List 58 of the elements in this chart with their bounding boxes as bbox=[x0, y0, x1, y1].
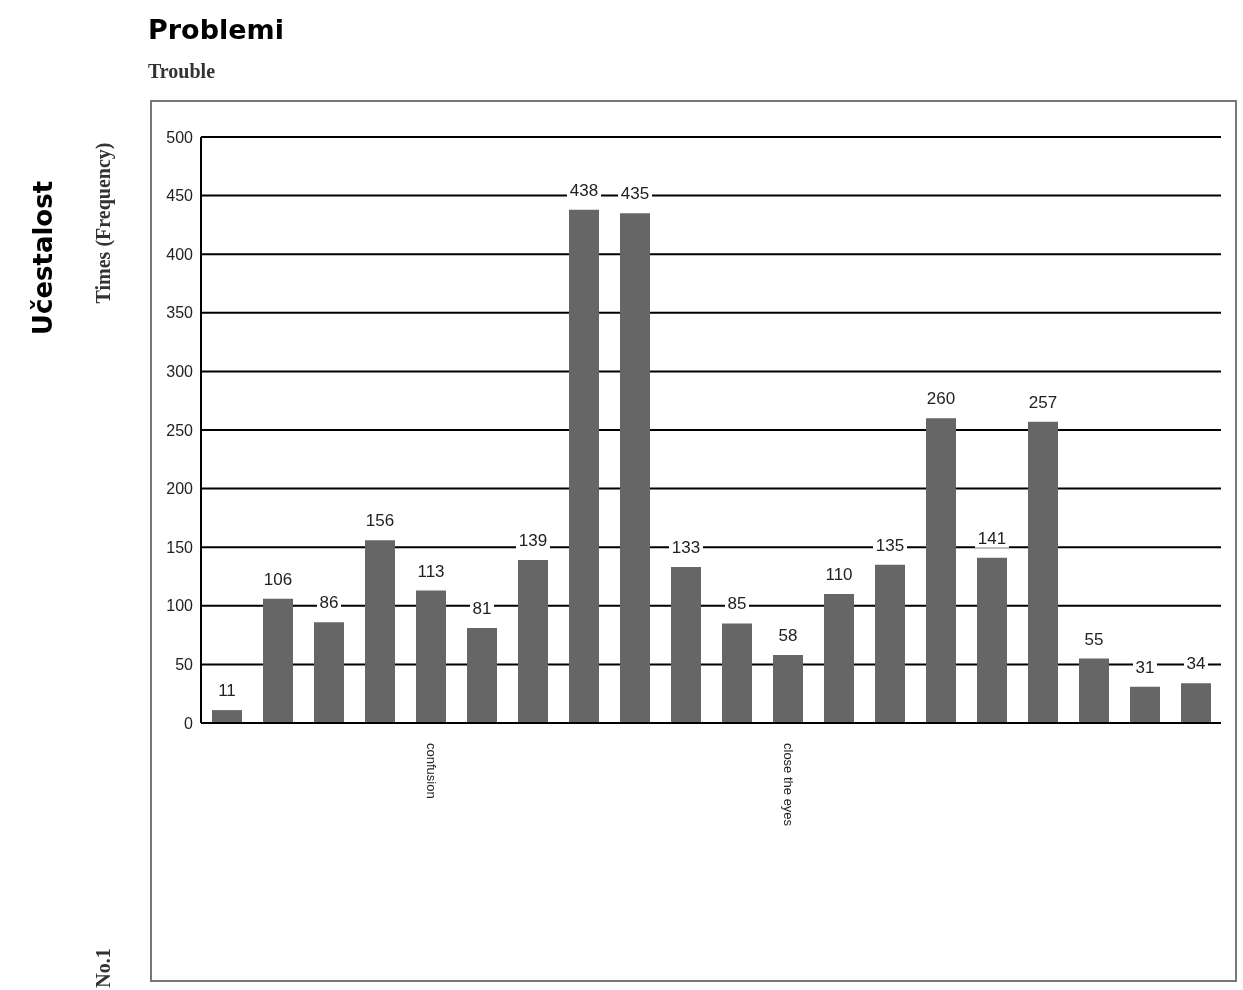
bar bbox=[365, 540, 395, 723]
y-tick-label: 0 bbox=[184, 714, 194, 732]
y-tick-label: 250 bbox=[166, 421, 194, 439]
text: Učestalost bbox=[28, 180, 58, 336]
data-label: 139 bbox=[518, 531, 548, 551]
bar bbox=[467, 628, 497, 723]
y-tick-label: 100 bbox=[166, 597, 194, 615]
data-label: 257 bbox=[1028, 392, 1058, 412]
bar bbox=[1130, 686, 1160, 723]
data-label: 438 bbox=[569, 180, 599, 200]
x-tick-label: confusion bbox=[424, 743, 440, 799]
bar bbox=[212, 710, 242, 723]
data-label: 133 bbox=[671, 538, 701, 558]
bar bbox=[314, 622, 344, 723]
x-tick-label: close the eyes bbox=[781, 743, 797, 827]
y-tick-label: 150 bbox=[166, 538, 194, 556]
bar bbox=[926, 418, 956, 723]
bar bbox=[620, 213, 650, 723]
chart-title: Problemi bbox=[148, 14, 284, 45]
y-tick-label: 500 bbox=[166, 128, 194, 146]
bar bbox=[263, 598, 293, 723]
bar bbox=[875, 564, 905, 723]
data-label: 86 bbox=[319, 593, 339, 613]
text: No.1 bbox=[91, 948, 115, 988]
data-label: 135 bbox=[875, 535, 905, 555]
data-label: 58 bbox=[778, 626, 798, 646]
y-tick-label: 350 bbox=[166, 304, 194, 322]
y-tick-label: 50 bbox=[175, 656, 194, 674]
bar bbox=[1181, 683, 1211, 723]
data-label: 34 bbox=[1186, 654, 1206, 674]
bar bbox=[977, 557, 1007, 723]
data-label: 260 bbox=[926, 389, 956, 409]
data-label: 141 bbox=[977, 528, 1007, 548]
y-tick-label: 450 bbox=[166, 187, 194, 205]
data-label: 31 bbox=[1135, 657, 1155, 677]
data-label: 11 bbox=[218, 681, 236, 701]
bar bbox=[671, 567, 701, 723]
data-label: 106 bbox=[263, 569, 293, 589]
y-axis-title: Times (Frequency) bbox=[91, 142, 115, 304]
bar bbox=[722, 623, 752, 723]
bar bbox=[824, 594, 854, 723]
data-label: 85 bbox=[727, 594, 747, 614]
data-label: 81 bbox=[472, 599, 492, 619]
data-label: 156 bbox=[365, 511, 395, 531]
bar bbox=[569, 209, 599, 723]
bar bbox=[518, 560, 548, 723]
bar bbox=[1079, 658, 1109, 723]
data-label: 55 bbox=[1084, 629, 1104, 649]
y-tick-label: 300 bbox=[166, 363, 194, 381]
data-label: 110 bbox=[825, 565, 853, 585]
bar bbox=[416, 590, 446, 723]
bar bbox=[773, 655, 803, 723]
y-tick-label: 200 bbox=[166, 480, 194, 498]
chart-subtitle: Trouble bbox=[148, 60, 216, 83]
data-label: 113 bbox=[417, 561, 445, 581]
bar bbox=[1028, 421, 1058, 723]
data-label: 435 bbox=[620, 184, 650, 204]
y-tick-label: 400 bbox=[166, 245, 194, 263]
